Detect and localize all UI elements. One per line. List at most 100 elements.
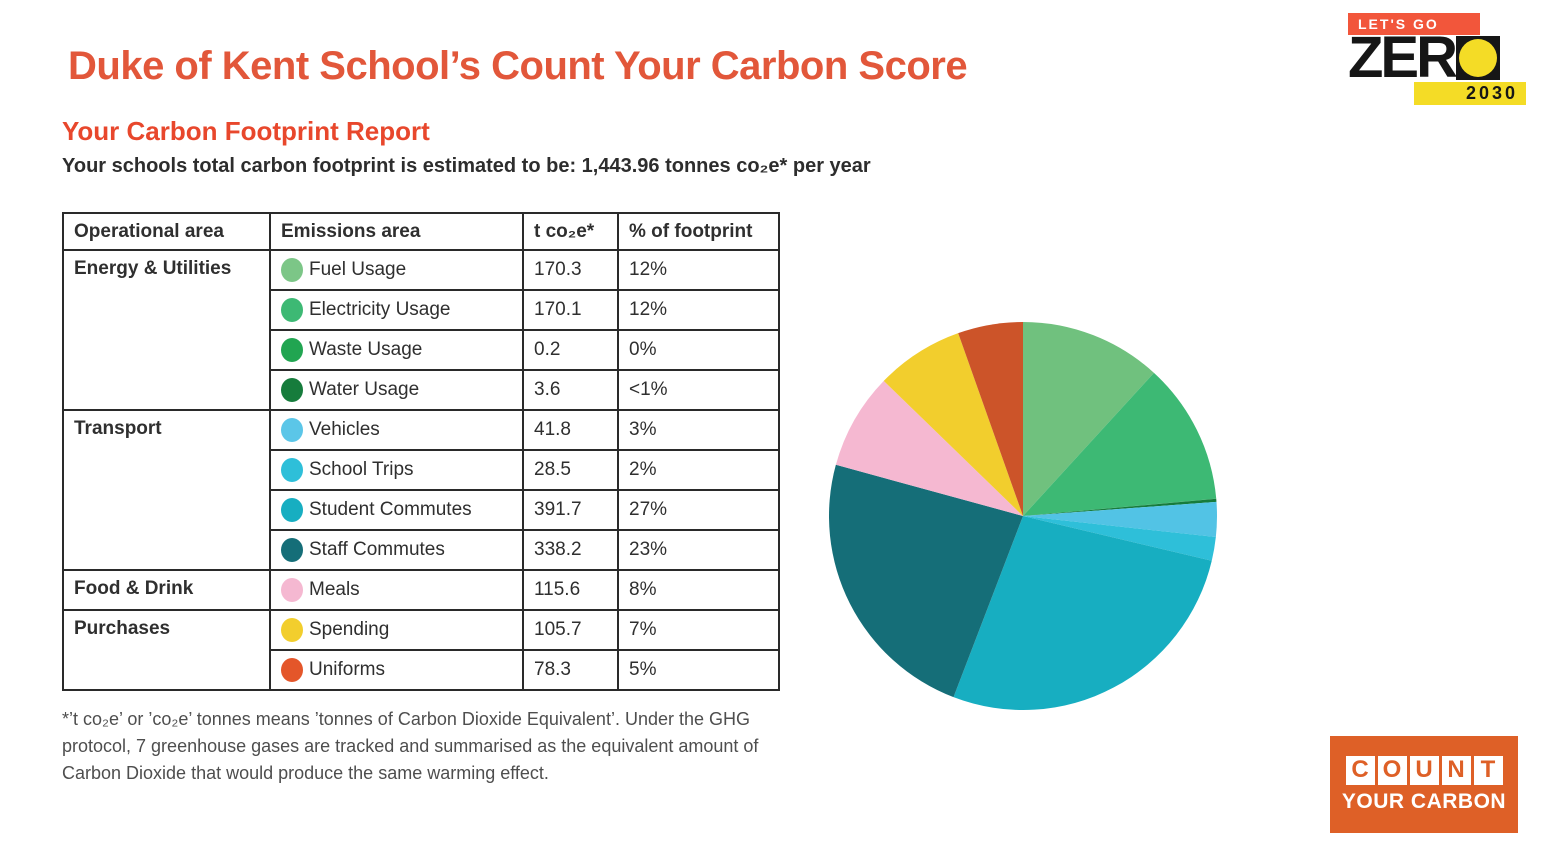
water-color-dot [281,378,303,402]
header-pct-footprint: % of footprint [617,212,780,251]
count-letter-tile: C [1345,755,1375,785]
emissions-label: Waste Usage [309,339,423,360]
page-title: Duke of Kent School’s Count Your Carbon … [68,44,968,88]
op-area-transport: Transport [62,409,271,571]
op-area-food-drink: Food & Drink [62,569,271,611]
co2e-footnote: *’t co₂e’ or ’co₂e’ tonnes means ’tonnes… [62,709,759,783]
pct-value: 23% [617,529,780,571]
pie-chart-container [829,322,1217,710]
pct-value: <1% [617,369,780,411]
count-letter-tile: N [1441,755,1471,785]
your-carbon-text: YOUR CARBON [1341,789,1507,813]
waste-color-dot [281,338,303,362]
pct-value: 12% [617,249,780,291]
emissions-cell: Staff Commutes [269,529,524,571]
pie-slice-spending [883,333,1023,516]
pct-value: 12% [617,289,780,331]
t-co2e-value: 78.3 [522,649,619,691]
vehicles-color-dot [281,418,303,442]
report-heading: Your Carbon Footprint Report [62,116,430,146]
t-co2e-value: 105.7 [522,609,619,651]
emissions-label: Staff Commutes [309,539,445,560]
emissions-label: Water Usage [309,379,420,400]
table-row: Student Commutes 391.7 27% [63,489,780,531]
emissions-cell: Fuel Usage [269,249,524,291]
pie-slice-fuel-usage [1023,322,1154,516]
lets-go-zero-logo: LET'S GO ZER 2030 [1348,13,1526,105]
header-operational-area: Operational area [62,212,271,251]
pct-value: 27% [617,489,780,531]
pie-chart [829,322,1217,710]
table-row: Uniforms 78.3 5% [63,649,780,691]
emissions-cell: Meals [269,569,524,611]
pie-slice-electricity-usage [1023,372,1217,516]
op-area-purchases: Purchases [62,609,271,691]
staff-commutes-color-dot [281,538,303,562]
emissions-cell: Electricity Usage [269,289,524,331]
meals-color-dot [281,578,303,602]
count-your-carbon-logo: C O U N T YOUR CARBON [1330,736,1518,833]
year-banner: 2030 [1414,82,1526,105]
t-co2e-value: 170.1 [522,289,619,331]
emissions-label: Spending [309,619,390,640]
t-co2e-value: 115.6 [522,569,619,611]
pct-value: 5% [617,649,780,691]
spending-color-dot [281,618,303,642]
t-co2e-value: 28.5 [522,449,619,491]
emissions-label: Uniforms [309,659,386,680]
pct-value: 2% [617,449,780,491]
header-emissions-area: Emissions area [269,212,524,251]
pie-slice-student-commutes [953,516,1212,710]
t-co2e-value: 41.8 [522,409,619,451]
t-co2e-value: 3.6 [522,369,619,411]
table-header-row: Operational area Emissions area t co₂e* … [62,212,780,251]
count-letter-tiles: C O U N T [1345,755,1503,785]
table-row: Staff Commutes 338.2 23% [63,529,780,571]
count-letter-tile: U [1409,755,1439,785]
school-trips-color-dot [281,458,303,482]
emissions-label: Student Commutes [309,499,472,520]
footprint-table: Operational area Emissions area t co₂e* … [62,212,780,691]
pct-value: 8% [617,569,780,611]
pct-value: 7% [617,609,780,651]
emissions-cell: School Trips [269,449,524,491]
zero-o-icon [1456,36,1500,80]
table-row: Electricity Usage 170.1 12% [63,289,780,331]
pie-slice-school-trips [1023,516,1216,561]
emissions-cell: Uniforms [269,649,524,691]
emissions-label: Fuel Usage [309,259,407,280]
pct-value: 0% [617,329,780,371]
pct-value: 3% [617,409,780,451]
emissions-label: Vehicles [309,419,380,440]
pie-slice-staff-commutes [829,464,1023,698]
student-commutes-color-dot [281,498,303,522]
count-letter-tile: T [1473,755,1503,785]
pie-slice-waste-usage [1023,498,1217,516]
emissions-cell: Vehicles [269,409,524,451]
t-co2e-value: 338.2 [522,529,619,571]
emissions-label: Electricity Usage [309,299,451,320]
emissions-label: Meals [309,579,360,600]
table-row: Purchases Spending 105.7 7% [62,609,780,691]
t-co2e-value: 391.7 [522,489,619,531]
table-row: Energy & Utilities Fuel Usage 170.3 12% [62,249,780,411]
emissions-label: School Trips [309,459,414,480]
emissions-cell: Spending [269,609,524,651]
zero-text: ZER [1348,25,1458,90]
fuel-color-dot [281,258,303,282]
total-footprint-line: Your schools total carbon footprint is e… [62,155,871,177]
t-co2e-value: 0.2 [522,329,619,371]
table-row: Water Usage 3.6 <1% [63,369,780,411]
emissions-cell: Water Usage [269,369,524,411]
emissions-cell: Student Commutes [269,489,524,531]
table-row: School Trips 28.5 2% [63,449,780,491]
electricity-color-dot [281,298,303,322]
pie-slice-vehicles [1023,501,1217,538]
op-area-energy-utilities: Energy & Utilities [62,249,271,411]
table-row: Waste Usage 0.2 0% [63,329,780,371]
pie-slice-uniforms [958,322,1023,516]
table-row: Transport Vehicles 41.8 3% [62,409,780,571]
uniforms-color-dot [281,658,303,682]
t-co2e-value: 170.3 [522,249,619,291]
